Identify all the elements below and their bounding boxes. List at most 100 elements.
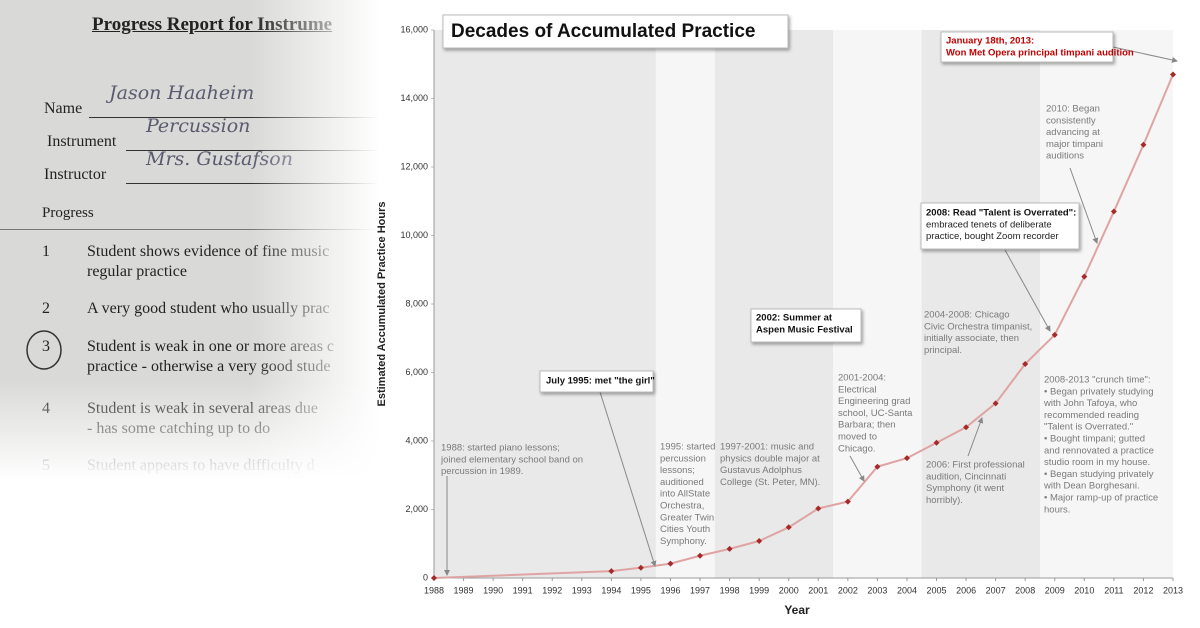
item-number: 1 (42, 243, 50, 260)
data-point (431, 575, 437, 581)
annotation-text: 1997-2001: music and (720, 442, 814, 453)
annotation-arrow (1112, 46, 1178, 63)
annotation-text: • Bought timpani; gutted (1044, 434, 1145, 445)
annotation-text: 2010: Began (1046, 104, 1100, 115)
x-tick-label: 1997 (690, 585, 710, 595)
annotation-box (539, 370, 654, 393)
annotation-text: embraced tenets of deliberate (926, 219, 1052, 230)
x-tick-label: 2011 (1104, 585, 1123, 595)
y-tick-label: 4,000 (405, 435, 428, 445)
annotation-text: Barbara; then (838, 420, 896, 431)
data-point (815, 505, 822, 512)
y-tick-label: 14,000 (400, 93, 428, 103)
x-tick-label: 1998 (720, 585, 740, 595)
annotation-text: Civic Orchestra timpanist, (924, 321, 1032, 332)
annotation-text: College (St. Peter, MN). (720, 477, 820, 488)
y-axis-label: Estimated Accumulated Practice Hours (376, 202, 388, 407)
x-tick-label: 1990 (483, 585, 503, 595)
annotation-text: • Major ramp-up of practice (1044, 493, 1158, 504)
data-point (756, 538, 763, 545)
y-tick-label: 8,000 (405, 298, 428, 308)
data-point (903, 455, 910, 462)
annotation-text: advancing at (1046, 127, 1100, 138)
annotation-heading: Won Met Opera principal timpani audition (946, 47, 1134, 58)
annotation-heading: 2008: Read "Talent is Overrated": (926, 208, 1076, 219)
field-value: Jason Haaheim (109, 82, 255, 104)
x-axis-label: Year (784, 603, 810, 617)
data-point (637, 564, 644, 571)
x-tick-label: 2001 (808, 585, 828, 595)
data-point (785, 524, 792, 531)
x-tick-label: 2008 (1015, 585, 1035, 595)
annotation-text: Orchestra, (660, 501, 704, 512)
x-tick-label: 2009 (1045, 585, 1065, 595)
annotation-arrow (967, 417, 984, 457)
annotation-text: with John Tafoya, who (1043, 398, 1137, 409)
annotation-text: 2001-2004: (838, 373, 886, 384)
y-tick-label: 12,000 (400, 161, 428, 171)
annotation-text: major timpani (1046, 139, 1103, 150)
x-tick-label: 1994 (601, 585, 621, 595)
annotation-text: school, UC-Santa (838, 408, 913, 419)
annotation-text: 2006: First professional (926, 460, 1025, 471)
annotation-text: lessons; (660, 465, 695, 476)
x-tick-label: 2004 (897, 585, 917, 595)
y-tick-label: 2,000 (405, 504, 428, 514)
annotation-text: Symphony. (660, 536, 707, 547)
data-point (1081, 273, 1088, 280)
x-tick-label: 1992 (542, 585, 562, 595)
annotation-text: with Dean Borghesani. (1043, 481, 1140, 492)
annotation-text: studio room in my house. (1044, 457, 1150, 468)
section-label: Progress (42, 205, 94, 221)
annotation-heading: July 1995: met "the girl" (546, 376, 655, 387)
x-tick-label: 1993 (572, 585, 592, 595)
annotation-heading: Aspen Music Festival (756, 324, 853, 335)
annotation-text: practice, bought Zoom recorder (926, 231, 1059, 242)
annotation-text: principal. (924, 345, 962, 356)
annotation-text: "Talent is Overrated." (1044, 422, 1133, 433)
x-tick-label: 1988 (424, 585, 444, 595)
data-point (963, 424, 970, 431)
data-point (667, 560, 674, 567)
annotation-arrow (849, 455, 865, 482)
x-tick-label: 2006 (956, 585, 976, 595)
annotation-box (750, 308, 862, 343)
field-label: Instructor (44, 166, 107, 183)
circle-mark (26, 330, 62, 370)
data-point (726, 545, 733, 552)
annotation-text: horribly). (926, 495, 963, 506)
annotation-text: Gustavus Adolphus (720, 465, 802, 476)
annotation-text: auditioned (660, 477, 704, 488)
x-tick-label: 2007 (986, 585, 1006, 595)
item-text: regular practice (87, 263, 187, 280)
shaded-period (714, 30, 834, 578)
x-tick-label: 2003 (867, 585, 887, 595)
annotation-text: Chicago. (838, 443, 876, 454)
x-tick-label: 2012 (1133, 585, 1153, 595)
data-point (992, 400, 999, 407)
annotation-text: physics double major at (720, 453, 820, 464)
field-label: Name (44, 100, 83, 117)
data-point (1051, 331, 1058, 338)
annotation-text: Cities Youth (660, 524, 710, 535)
y-tick-label: 10,000 (400, 230, 428, 240)
x-tick-label: 2005 (927, 585, 947, 595)
data-point (1110, 208, 1117, 215)
data-point (1170, 71, 1176, 78)
annotation-text: and rennovated a practice (1044, 445, 1154, 456)
x-tick-label: 1999 (749, 585, 769, 595)
hand-circle (26, 330, 62, 370)
annotation-text: 2004-2008: Chicago (924, 310, 1010, 321)
plot-background (434, 30, 1173, 578)
annotation-arrow (1004, 249, 1051, 332)
data-point (1140, 141, 1147, 148)
annotation-text: into AllState (660, 489, 710, 500)
shaded-period (921, 30, 1040, 578)
fade (0, 380, 380, 480)
annotation-text: 1995: started (660, 442, 715, 453)
y-tick-label: 6,000 (405, 367, 428, 377)
annotation-text: audition, Cincinnati (926, 471, 1006, 482)
annotation-text: initially associate, then (924, 333, 1019, 344)
